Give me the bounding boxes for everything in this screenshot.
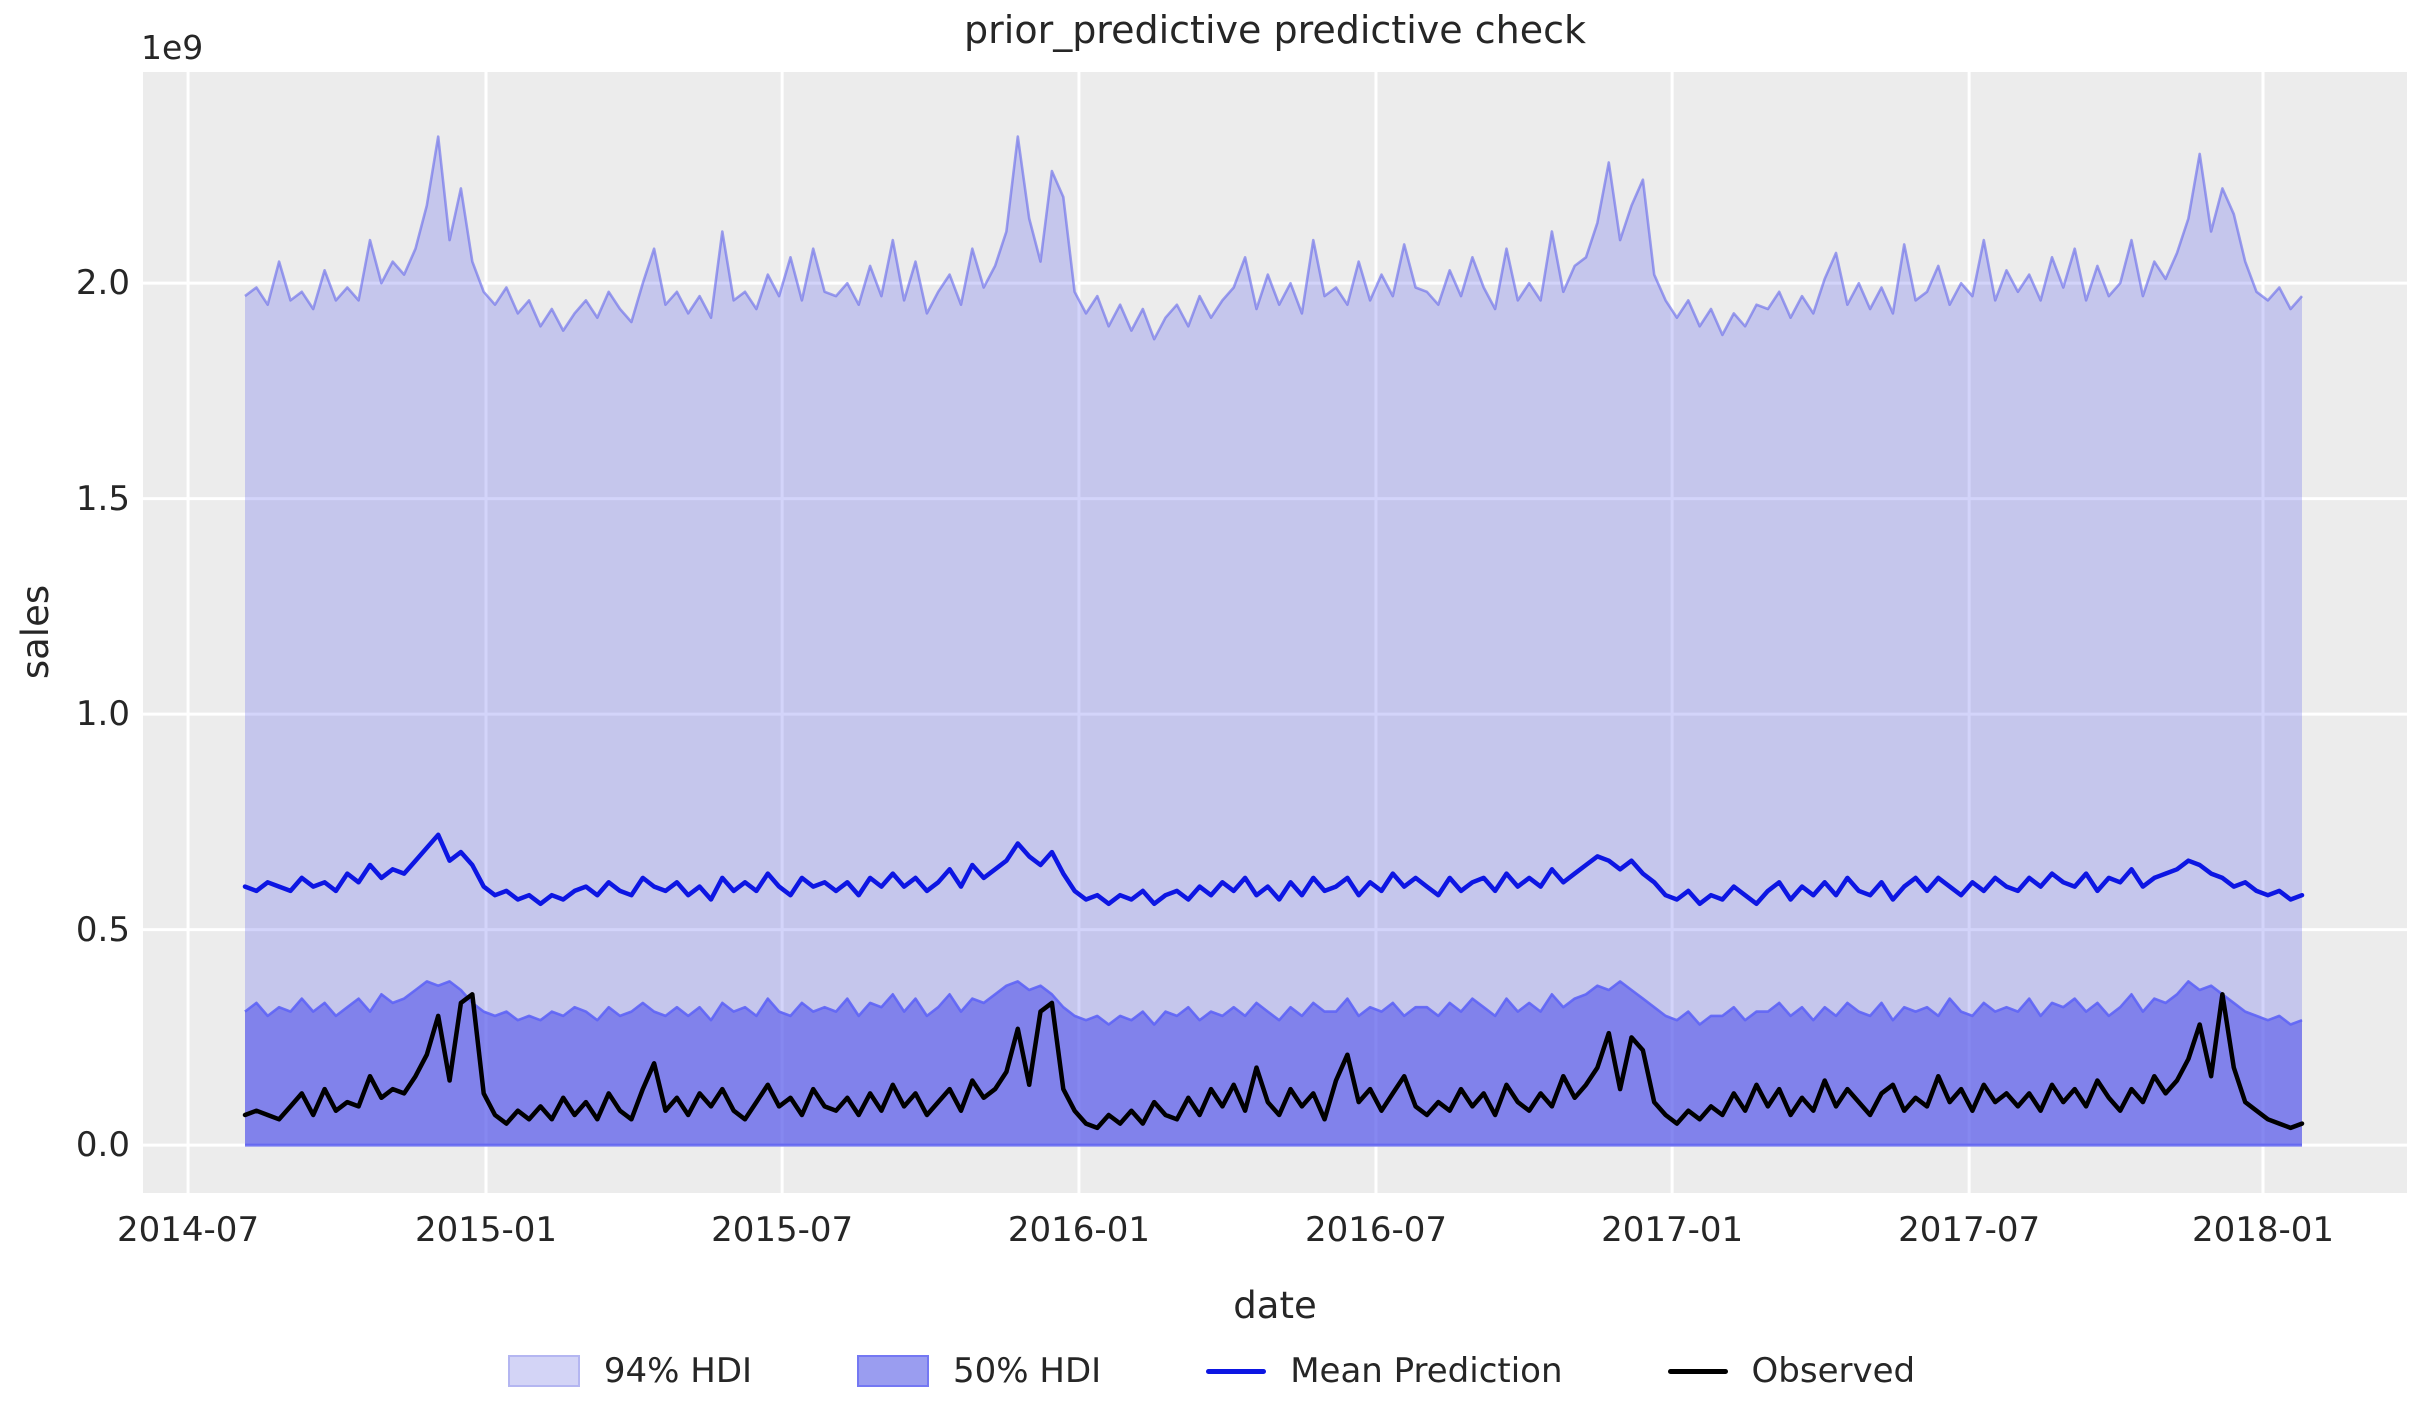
legend-label: 50% HDI [953,1351,1102,1391]
legend-item-observed: Observed [1667,1351,1916,1391]
chart-title: prior_predictive predictive check [964,8,1586,52]
legend-label: Observed [1751,1351,1916,1391]
observed-line [242,992,2305,1131]
legend: 94% HDI 50% HDI Mean Prediction Observed [0,1335,2423,1407]
legend-item-mean-prediction: Mean Prediction [1206,1351,1563,1391]
x-tick-label: 2017-01 [1601,1210,1744,1250]
y-tick-label: 1.5 [75,478,130,519]
94HDI-band-edge [244,135,2303,341]
legend-item-94-hdi: 94% HDI [507,1351,753,1391]
50HDI-band-edge [244,980,2303,1026]
y-tick-label: 2.0 [75,263,130,304]
mean-prediction-line [242,832,2305,907]
y-axis-offset-label: 1e9 [141,28,204,67]
x-tick-label: 2016-07 [1304,1210,1447,1250]
y-tick-label: 1.0 [75,694,130,735]
x-axis-label: date [1233,1284,1317,1327]
legend-line-swatch [1667,1368,1728,1374]
x-tick-label: 2018-01 [2191,1210,2335,1250]
legend-patch-swatch [857,1355,930,1387]
legend-line-swatch [1206,1368,1267,1374]
x-tick-label: 2014-07 [117,1210,260,1250]
legend-label: Mean Prediction [1290,1351,1563,1391]
y-tick-label: 0.0 [75,1125,130,1166]
x-tick-label: 2017-07 [1898,1210,2041,1250]
x-tick-label: 2015-07 [711,1210,854,1250]
x-tick-label: 2015-01 [414,1210,558,1250]
legend-item-50-hdi: 50% HDI [857,1351,1101,1391]
y-tick-label: 0.5 [75,909,130,950]
x-tick-label: 2016-01 [1007,1210,1150,1250]
legend-label: 94% HDI [603,1351,753,1391]
legend-patch-swatch [507,1355,580,1387]
y-axis-label: sales [14,584,57,680]
